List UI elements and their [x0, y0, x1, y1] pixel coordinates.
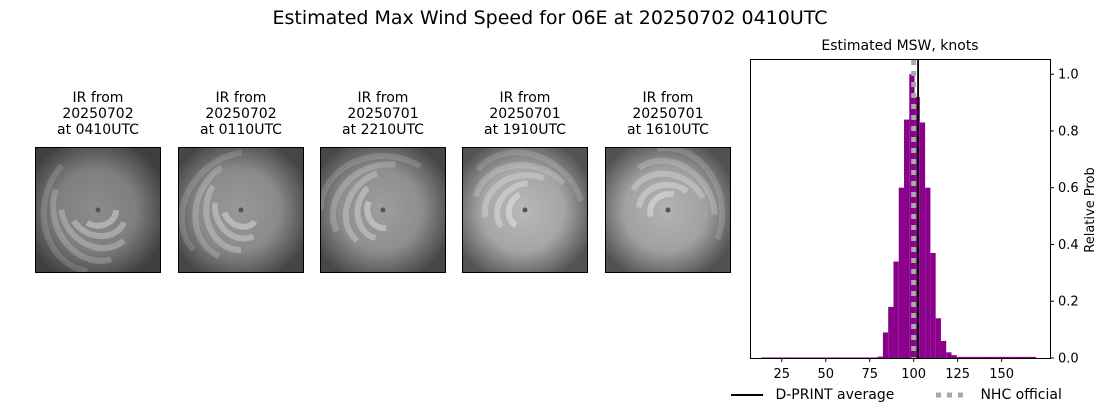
- legend-label: D-PRINT average: [775, 387, 895, 403]
- histogram-bar: [930, 252, 936, 358]
- histogram-bar: [840, 357, 846, 358]
- ir-satellite-image: [320, 147, 446, 273]
- ir-satellite-image: [605, 147, 731, 273]
- histogram-bar: [856, 357, 862, 358]
- histogram-bar: [888, 306, 894, 358]
- histogram-bar: [967, 356, 973, 358]
- ir-caption: IR from 20250702 at 0110UTC: [200, 90, 282, 138]
- histogram-bar: [809, 357, 815, 358]
- cyclone-image: [606, 148, 730, 272]
- ir-satellite-image: [462, 147, 588, 273]
- histogram-bar: [935, 318, 941, 358]
- y-tick-label: 0.4: [1058, 238, 1079, 253]
- histogram-bar: [977, 356, 984, 358]
- histogram-bar: [956, 356, 963, 358]
- histogram-bar: [988, 356, 994, 358]
- histogram-bar: [793, 357, 799, 358]
- ir-caption: IR from 20250701 at 2210UTC: [342, 90, 424, 138]
- cyclone-image: [36, 148, 160, 272]
- histogram-bar: [993, 356, 999, 358]
- y-axis-label: Relative Prob: [1083, 167, 1098, 252]
- cyclone-image: [179, 148, 303, 272]
- figure-title: Estimated Max Wind Speed for 06E at 2025…: [272, 7, 828, 29]
- y-tick-label: 0.2: [1058, 295, 1079, 310]
- legend-item-dprint: D-PRINT average: [725, 386, 894, 404]
- histogram-bar: [798, 357, 804, 358]
- histogram-bar: [925, 187, 931, 358]
- histogram-bar: [851, 357, 857, 358]
- histogram-bar: [904, 119, 910, 358]
- histogram-bar: [1004, 356, 1010, 358]
- histogram-bar: [830, 357, 836, 358]
- histogram-bar: [803, 357, 810, 358]
- x-tick-label: 75: [861, 367, 878, 382]
- histogram-bar: [782, 357, 788, 358]
- ir-satellite-image: [35, 147, 161, 273]
- histogram-bar: [1030, 356, 1036, 358]
- x-tick-label: 150: [989, 367, 1014, 382]
- histogram-bar: [946, 352, 952, 358]
- histogram-bar: [1020, 356, 1026, 358]
- histogram-bar: [877, 356, 883, 358]
- x-tick-label: 125: [945, 367, 970, 382]
- plot-frame: [750, 59, 1051, 359]
- ir-caption: IR from 20250702 at 0410UTC: [57, 90, 139, 138]
- ir-caption: IR from 20250701 at 1610UTC: [627, 90, 709, 138]
- histogram-bar: [761, 357, 767, 358]
- histogram-bar: [893, 261, 899, 358]
- histogram-bar: [814, 357, 820, 358]
- ir-panel-1: IR from 20250702 at 0410UTC: [35, 90, 161, 273]
- histogram-bar: [972, 356, 978, 358]
- ir-panel-3: IR from 20250701 at 2210UTC: [320, 90, 446, 273]
- x-tick-label: 25: [774, 367, 791, 382]
- legend-label: NHC official: [980, 387, 1062, 403]
- histogram-bar: [919, 122, 926, 358]
- y-tick-label: 0.8: [1058, 124, 1079, 139]
- histogram-bar: [1025, 356, 1031, 358]
- x-tick-label: 100: [901, 367, 926, 382]
- histogram-bar: [998, 356, 1005, 358]
- histogram-bar: [772, 357, 778, 358]
- ir-panel-5: IR from 20250701 at 1610UTC: [605, 90, 731, 273]
- ir-panel-4: IR from 20250701 at 1910UTC: [462, 90, 588, 273]
- histogram-bar: [777, 357, 783, 358]
- histogram-bar: [951, 355, 957, 358]
- histogram-bar: [845, 357, 852, 358]
- histogram-bar: [819, 357, 825, 358]
- histogram-bar: [867, 357, 873, 358]
- ir-satellite-image: [178, 147, 304, 273]
- histogram-bar: [824, 357, 831, 358]
- histogram-bar: [983, 356, 989, 358]
- histogram-bar: [872, 357, 878, 358]
- histogram-bar: [835, 357, 841, 358]
- histogram-bar: [882, 332, 889, 358]
- histogram-bar: [962, 356, 968, 358]
- cyclone-image: [463, 148, 587, 272]
- cyclone-image: [321, 148, 445, 272]
- y-tick-label: 1.0: [1058, 68, 1079, 83]
- histogram-bar: [940, 340, 947, 358]
- ir-panel-2: IR from 20250702 at 0110UTC: [178, 90, 304, 273]
- legend-item-nhc: NHC official: [930, 386, 1062, 404]
- chart-title: Estimated MSW, knots: [821, 38, 978, 54]
- histogram-bar: [1014, 356, 1021, 358]
- x-tick-label: 50: [817, 367, 834, 382]
- histogram-bar: [766, 357, 773, 358]
- y-tick-label: 0.0: [1058, 352, 1079, 367]
- ir-caption: IR from 20250701 at 1910UTC: [484, 90, 566, 138]
- histogram-bar: [861, 357, 868, 358]
- histogram-bar: [898, 187, 905, 358]
- histogram-bar: [787, 357, 794, 358]
- y-tick-label: 0.6: [1058, 181, 1079, 196]
- histogram-bar: [1009, 356, 1015, 358]
